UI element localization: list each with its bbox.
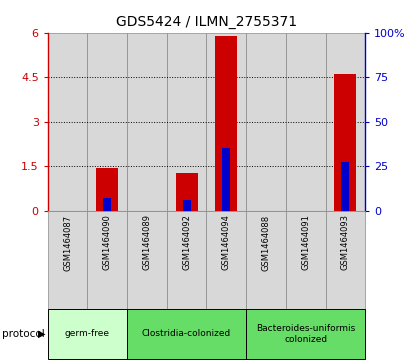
- Text: GSM1464094: GSM1464094: [222, 215, 231, 270]
- Bar: [48, 309, 127, 359]
- Bar: [246, 33, 286, 211]
- Bar: [325, 33, 365, 211]
- Text: GSM1464092: GSM1464092: [182, 215, 191, 270]
- Text: protocol: protocol: [2, 329, 45, 339]
- Text: GSM1464088: GSM1464088: [261, 215, 271, 270]
- Bar: [207, 33, 246, 211]
- Text: Clostridia-colonized: Clostridia-colonized: [142, 330, 231, 338]
- Text: GSM1464090: GSM1464090: [103, 215, 112, 270]
- Bar: [183, 200, 190, 211]
- Bar: [325, 211, 365, 309]
- Text: GSM1464089: GSM1464089: [142, 215, 151, 270]
- Bar: [48, 211, 88, 309]
- Bar: [286, 211, 325, 309]
- Bar: [215, 36, 237, 211]
- Bar: [103, 198, 111, 211]
- Bar: [127, 211, 167, 309]
- Text: germ-free: germ-free: [65, 330, 110, 338]
- Text: Bacteroides-uniformis
colonized: Bacteroides-uniformis colonized: [256, 324, 355, 344]
- Text: GSM1464091: GSM1464091: [301, 215, 310, 270]
- Bar: [342, 162, 349, 211]
- Text: GSM1464093: GSM1464093: [341, 215, 350, 270]
- Title: GDS5424 / ILMN_2755371: GDS5424 / ILMN_2755371: [116, 15, 297, 29]
- Bar: [176, 172, 198, 211]
- Bar: [246, 211, 286, 309]
- Bar: [48, 33, 88, 211]
- Bar: [88, 211, 127, 309]
- Bar: [127, 33, 167, 211]
- Text: GSM1464087: GSM1464087: [63, 215, 72, 270]
- Bar: [207, 211, 246, 309]
- Bar: [334, 74, 356, 211]
- Bar: [286, 33, 325, 211]
- Bar: [167, 33, 207, 211]
- Bar: [222, 148, 230, 211]
- Bar: [246, 309, 365, 359]
- Bar: [167, 211, 207, 309]
- Bar: [88, 33, 127, 211]
- Bar: [96, 168, 118, 211]
- Bar: [127, 309, 246, 359]
- Text: ▶: ▶: [38, 329, 46, 339]
